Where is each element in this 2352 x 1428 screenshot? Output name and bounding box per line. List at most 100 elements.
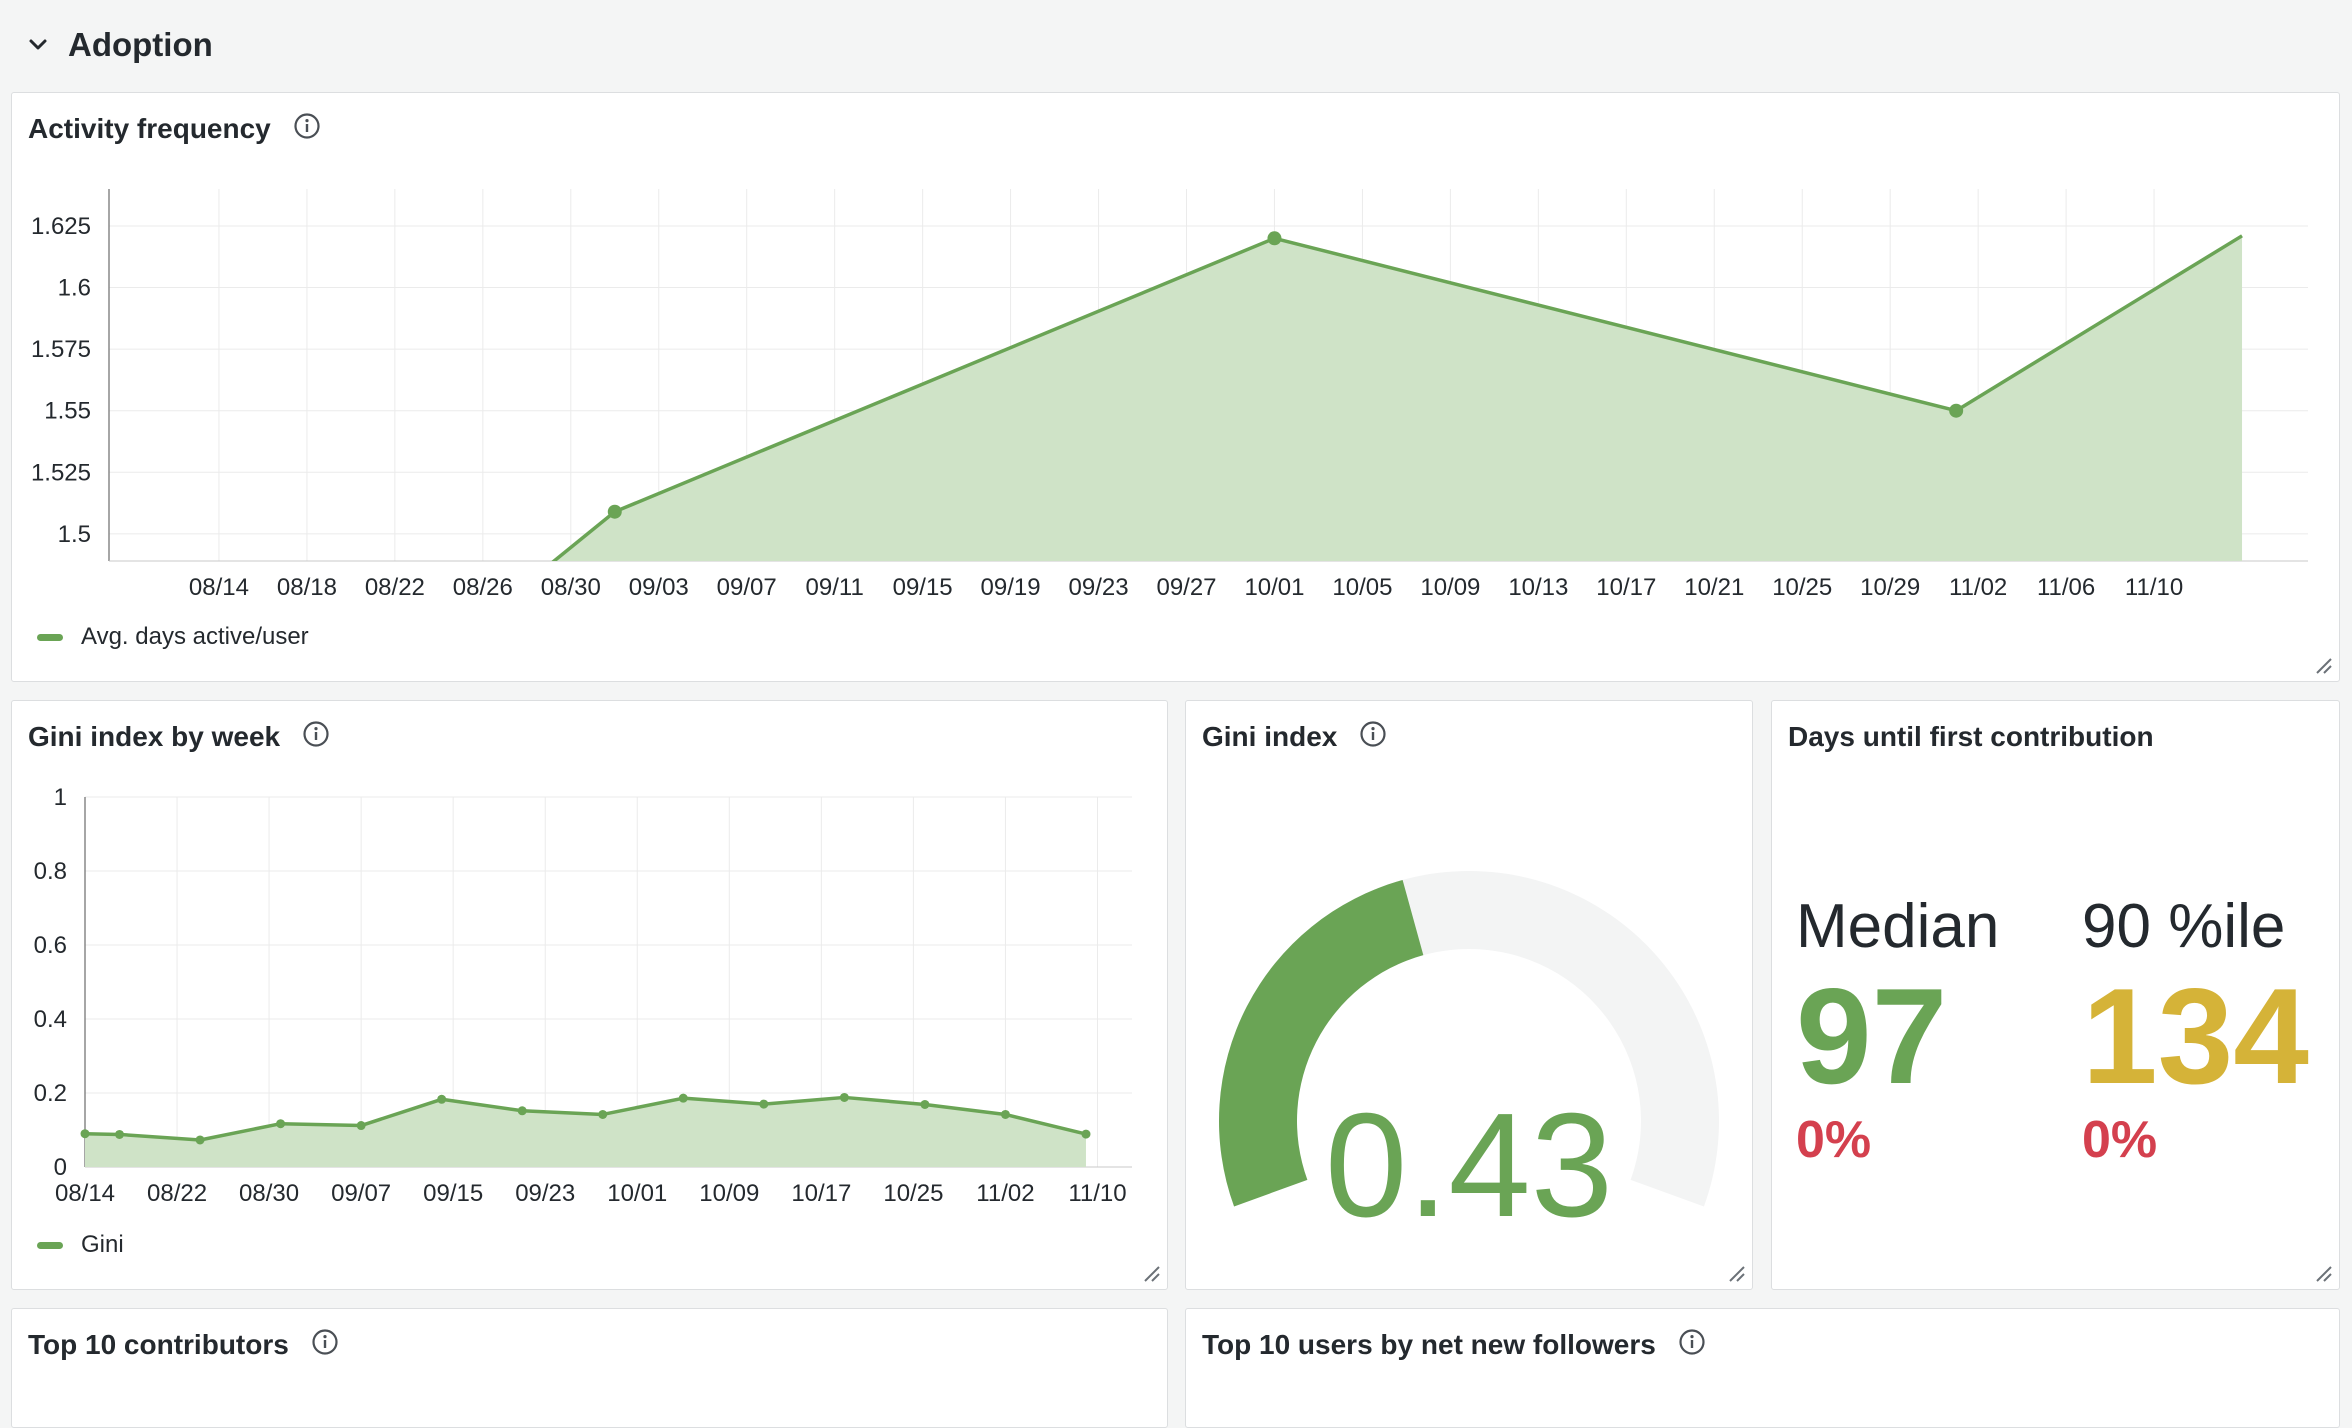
panel-title: Top 10 contributors — [28, 1325, 339, 1365]
y-tick-label: 1 — [54, 784, 67, 811]
stat-value: 97 — [1796, 960, 1948, 1112]
data-point — [517, 1106, 527, 1116]
info-circle-icon[interactable] — [293, 112, 321, 147]
data-point — [1267, 231, 1282, 246]
x-tick-label: 11/10 — [2125, 574, 2183, 601]
x-tick-label: 11/06 — [2037, 574, 2095, 601]
row-header-adoption[interactable]: Adoption — [0, 0, 2352, 90]
legend-swatch — [37, 1241, 63, 1249]
x-tick-label: 09/23 — [1069, 574, 1129, 601]
y-tick-label: 0.6 — [34, 932, 67, 959]
x-tick-label: 10/09 — [1420, 574, 1480, 601]
stat-delta: 0% — [2082, 1111, 2158, 1169]
resize-handle-icon[interactable] — [2311, 1261, 2333, 1283]
stat-delta: 0% — [1796, 1111, 1872, 1169]
data-point — [80, 1129, 90, 1139]
x-tick-label: 09/03 — [629, 574, 689, 601]
chevron-down-icon[interactable] — [8, 38, 68, 52]
x-tick-label: 11/02 — [1949, 574, 2007, 601]
data-point — [1081, 1129, 1091, 1139]
panel-title-text: Gini index — [1202, 721, 1338, 752]
x-tick-label: 09/07 — [717, 574, 777, 601]
x-tick-label: 08/22 — [147, 1180, 207, 1207]
y-tick-label: 1.55 — [44, 398, 91, 425]
data-point — [437, 1094, 447, 1104]
y-tick-label: 0.8 — [34, 858, 67, 885]
panel-title: Gini index — [1202, 717, 1387, 757]
x-tick-label: 11/02 — [976, 1180, 1034, 1207]
panel-activity-frequency: Activity frequency 08/14 08/18 08/22 08/26 0… — [11, 92, 2340, 682]
x-tick-label: 08/22 — [365, 574, 425, 601]
y-tick-label: 1.6 — [58, 275, 91, 302]
panel-title-text: Activity frequency — [28, 113, 271, 144]
x-tick-label: 08/14 — [189, 574, 249, 601]
info-circle-icon[interactable] — [311, 1328, 339, 1363]
x-tick-label: 10/25 — [883, 1180, 943, 1207]
data-point — [195, 1135, 205, 1145]
legend[interactable]: Gini — [37, 1231, 124, 1259]
x-tick-label: 09/07 — [331, 1180, 391, 1207]
panel-title-text: Gini index by week — [28, 721, 281, 752]
stat-median: Median 97 0% — [1796, 891, 1999, 1170]
x-tick-label: 10/29 — [1860, 574, 1920, 601]
x-tick-label: 08/26 — [453, 574, 513, 601]
y-tick-label: 1.5 — [58, 521, 91, 548]
x-tick-label: 09/11 — [806, 574, 864, 601]
resize-handle-icon[interactable] — [2311, 653, 2333, 675]
info-circle-icon[interactable] — [1359, 720, 1387, 755]
info-circle-icon[interactable] — [302, 720, 330, 755]
resize-handle-icon[interactable] — [1724, 1261, 1746, 1283]
series-line — [85, 1095, 1087, 1142]
y-tick-label: 1.575 — [31, 336, 91, 363]
panel-title: Activity frequency — [28, 109, 321, 149]
x-tick-label: 09/15 — [893, 574, 953, 601]
data-point — [356, 1121, 366, 1131]
stat-p90: 90 %ile 134 0% — [2082, 891, 2309, 1170]
info-circle-icon[interactable] — [1678, 1328, 1706, 1363]
x-tick-label: 10/05 — [1332, 574, 1392, 601]
x-tick-label: 10/01 — [1244, 574, 1304, 601]
gini-week-chart: 08/14 08/22 08/30 09/07 09/15 09/23 10/01 10/09… — [34, 784, 1132, 1207]
y-tick-label: 1.525 — [31, 459, 91, 486]
panel-days-first-contribution: Days until first contribution Median 97 … — [1771, 700, 2340, 1290]
x-tick-label: 10/01 — [607, 1180, 667, 1207]
x-tick-label: 08/30 — [239, 1180, 299, 1207]
x-tick-label: 10/17 — [791, 1180, 851, 1207]
activity-chart: 08/14 08/18 08/22 08/26 08/30 09/03 09/07 09/11… — [31, 189, 2308, 601]
data-point — [115, 1129, 125, 1139]
panel-title: Top 10 users by net new followers — [1202, 1325, 1706, 1365]
data-point — [920, 1099, 930, 1109]
legend[interactable]: Avg. days active/user — [37, 623, 309, 651]
row-title: Adoption — [68, 26, 213, 63]
panel-title-text: Top 10 contributors — [28, 1329, 289, 1360]
gauge-value: 0.43 — [1324, 1083, 1614, 1248]
series-area — [526, 235, 2243, 561]
legend-swatch — [37, 633, 63, 641]
x-tick-label: 10/13 — [1508, 574, 1568, 601]
y-tick-label: 0.2 — [34, 1080, 67, 1107]
data-point — [839, 1092, 849, 1102]
data-point — [276, 1119, 286, 1129]
x-tick-label: 11/10 — [1068, 1180, 1126, 1207]
x-tick-label: 09/19 — [981, 574, 1041, 601]
stat-label: Median — [1796, 892, 2000, 961]
panel-gini-index: Gini index 0.43 — [1185, 700, 1753, 1290]
gauge-fill — [1219, 879, 1424, 1207]
y-tick-label: 0 — [54, 1154, 67, 1181]
y-tick-label: 1.625 — [31, 213, 91, 240]
panel-top-contributors: Top 10 contributors — [11, 1308, 1168, 1428]
resize-handle-icon[interactable] — [1139, 1261, 1161, 1283]
x-tick-label: 10/17 — [1596, 574, 1656, 601]
x-tick-label: 10/21 — [1684, 574, 1744, 601]
data-point — [607, 504, 622, 519]
panel-title: Days until first contribution — [1788, 717, 2154, 757]
y-tick-label: 0.4 — [34, 1006, 67, 1033]
data-point — [598, 1109, 608, 1119]
x-tick-label: 10/25 — [1772, 574, 1832, 601]
data-point — [759, 1099, 769, 1109]
data-point — [1949, 403, 1964, 418]
series-area — [85, 1097, 1086, 1167]
x-tick-label: 08/30 — [541, 574, 601, 601]
x-tick-label: 09/15 — [423, 1180, 483, 1207]
stat-label: 90 %ile — [2082, 892, 2286, 961]
